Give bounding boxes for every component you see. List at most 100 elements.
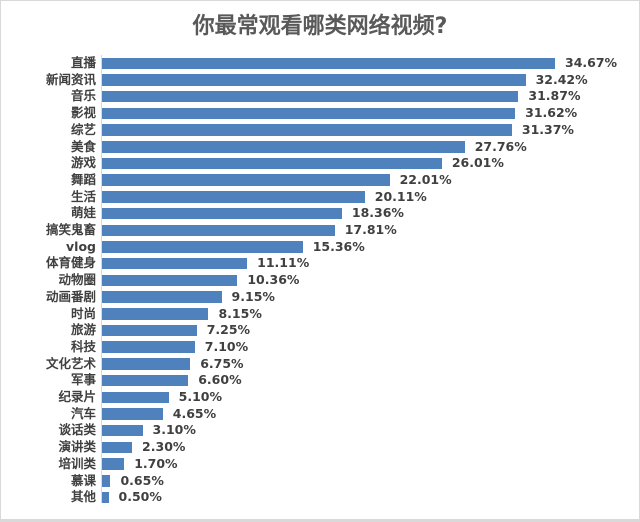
bar-row: 直播 34.67% bbox=[0, 55, 640, 72]
category-label: 美食 bbox=[70, 138, 96, 154]
bar-row: 舞蹈 22.01% bbox=[0, 172, 640, 189]
bar bbox=[102, 374, 189, 387]
value-label: 8.15% bbox=[218, 305, 262, 321]
bar bbox=[102, 341, 195, 353]
category-label: 谈话类 bbox=[58, 422, 96, 438]
value-label: 6.75% bbox=[200, 355, 244, 371]
bar-row: 综艺 31.37% bbox=[0, 122, 640, 139]
bar-row: 生活 20.11% bbox=[0, 189, 640, 206]
value-label: 5.10% bbox=[178, 389, 222, 404]
category-label: 直播 bbox=[70, 55, 96, 70]
bar bbox=[102, 124, 512, 136]
category-label: 旅游 bbox=[70, 322, 96, 338]
category-label: 萌娃 bbox=[70, 205, 96, 221]
bar bbox=[102, 141, 465, 153]
value-label: 6.60% bbox=[198, 372, 242, 388]
bar bbox=[102, 391, 169, 403]
category-label: 动物圈 bbox=[58, 272, 96, 288]
value-label: 4.65% bbox=[172, 405, 217, 421]
value-label: 20.11% bbox=[374, 188, 427, 204]
category-label: 军事 bbox=[70, 372, 96, 388]
category-label: 演讲类 bbox=[58, 439, 96, 455]
category-label: 纪录片 bbox=[58, 389, 96, 404]
bar-row: 纪录片 5.10% bbox=[0, 389, 640, 406]
bar bbox=[102, 441, 133, 454]
bar-row: 影视 31.62% bbox=[0, 105, 640, 122]
bar bbox=[102, 90, 519, 103]
bar-row: 新闻资讯 32.42% bbox=[0, 72, 640, 89]
bar-row: 音乐 31.87% bbox=[0, 88, 640, 105]
category-label: 时尚 bbox=[70, 305, 96, 321]
bar-row: 动画番剧 9.15% bbox=[0, 289, 640, 306]
bar-row: vlog 15.36% bbox=[0, 239, 640, 256]
bar-row: 慕课 0.65% bbox=[0, 473, 640, 490]
bar bbox=[102, 324, 197, 337]
value-label: 10.36% bbox=[247, 272, 300, 288]
category-label: 培训类 bbox=[58, 455, 96, 471]
category-label: 影视 bbox=[70, 105, 96, 121]
value-label: 27.76% bbox=[474, 138, 527, 154]
category-label: 搞笑鬼畜 bbox=[45, 222, 96, 237]
bar bbox=[102, 475, 111, 487]
bar bbox=[102, 458, 125, 470]
bar-row: 文化艺术 6.75% bbox=[0, 356, 640, 373]
bar bbox=[102, 241, 303, 253]
value-label: 17.81% bbox=[344, 222, 397, 237]
value-label: 0.50% bbox=[118, 489, 162, 505]
bar bbox=[102, 107, 516, 120]
category-label: 文化艺术 bbox=[45, 355, 96, 371]
category-label: 游戏 bbox=[70, 155, 96, 171]
bar bbox=[102, 207, 342, 220]
value-label: 1.70% bbox=[134, 455, 178, 471]
plot-area: 直播 34.67% 新闻资讯 32.42% 音乐 31.87% 影视 31.62% 综艺 31.3… bbox=[0, 55, 640, 505]
bar-row: 体育健身 11.11% bbox=[0, 255, 640, 272]
bar bbox=[102, 224, 335, 236]
value-label: 0.65% bbox=[120, 472, 164, 488]
bar bbox=[102, 257, 248, 270]
value-label: 32.42% bbox=[535, 71, 588, 87]
bar bbox=[102, 491, 109, 504]
value-label: 22.01% bbox=[399, 171, 452, 187]
category-label: 生活 bbox=[70, 188, 96, 204]
category-axis-line bbox=[101, 55, 102, 503]
bar-row: 游戏 26.01% bbox=[0, 155, 640, 172]
bar-row: 谈话类 3.10% bbox=[0, 422, 640, 439]
bar bbox=[102, 274, 238, 287]
bar-row: 科技 7.10% bbox=[0, 339, 640, 356]
category-label: vlog bbox=[66, 238, 96, 254]
bar bbox=[102, 424, 143, 437]
bar bbox=[102, 358, 191, 370]
category-label: 舞蹈 bbox=[70, 171, 96, 187]
value-label: 34.67% bbox=[565, 55, 618, 70]
value-label: 3.10% bbox=[152, 422, 196, 438]
category-label: 汽车 bbox=[70, 405, 96, 421]
bar-row: 其他 0.50% bbox=[0, 489, 640, 506]
bar-row: 演讲类 2.30% bbox=[0, 439, 640, 456]
bar-row: 军事 6.60% bbox=[0, 372, 640, 389]
bar bbox=[102, 57, 555, 69]
category-label: 动画番剧 bbox=[45, 288, 96, 304]
value-label: 26.01% bbox=[451, 155, 504, 171]
value-label: 18.36% bbox=[351, 205, 404, 221]
category-label: 新闻资讯 bbox=[45, 71, 96, 87]
value-label: 11.11% bbox=[257, 255, 310, 271]
category-label: 科技 bbox=[70, 338, 96, 354]
bar bbox=[102, 191, 365, 203]
category-label: 综艺 bbox=[70, 121, 96, 137]
value-label: 15.36% bbox=[312, 238, 365, 254]
bar bbox=[102, 157, 442, 170]
category-label: 音乐 bbox=[70, 88, 96, 104]
category-label: 体育健身 bbox=[45, 255, 96, 271]
bar bbox=[102, 74, 526, 86]
value-label: 31.37% bbox=[521, 121, 574, 137]
value-label: 31.87% bbox=[528, 88, 581, 104]
bar-row: 时尚 8.15% bbox=[0, 306, 640, 323]
bar-row: 培训类 1.70% bbox=[0, 456, 640, 473]
category-label: 其他 bbox=[70, 489, 96, 505]
bar-row: 汽车 4.65% bbox=[0, 406, 640, 423]
bar-row: 搞笑鬼畜 17.81% bbox=[0, 222, 640, 239]
bar bbox=[102, 291, 222, 303]
value-label: 31.62% bbox=[525, 105, 578, 121]
bar-row: 动物圈 10.36% bbox=[0, 272, 640, 289]
bar bbox=[102, 308, 209, 320]
